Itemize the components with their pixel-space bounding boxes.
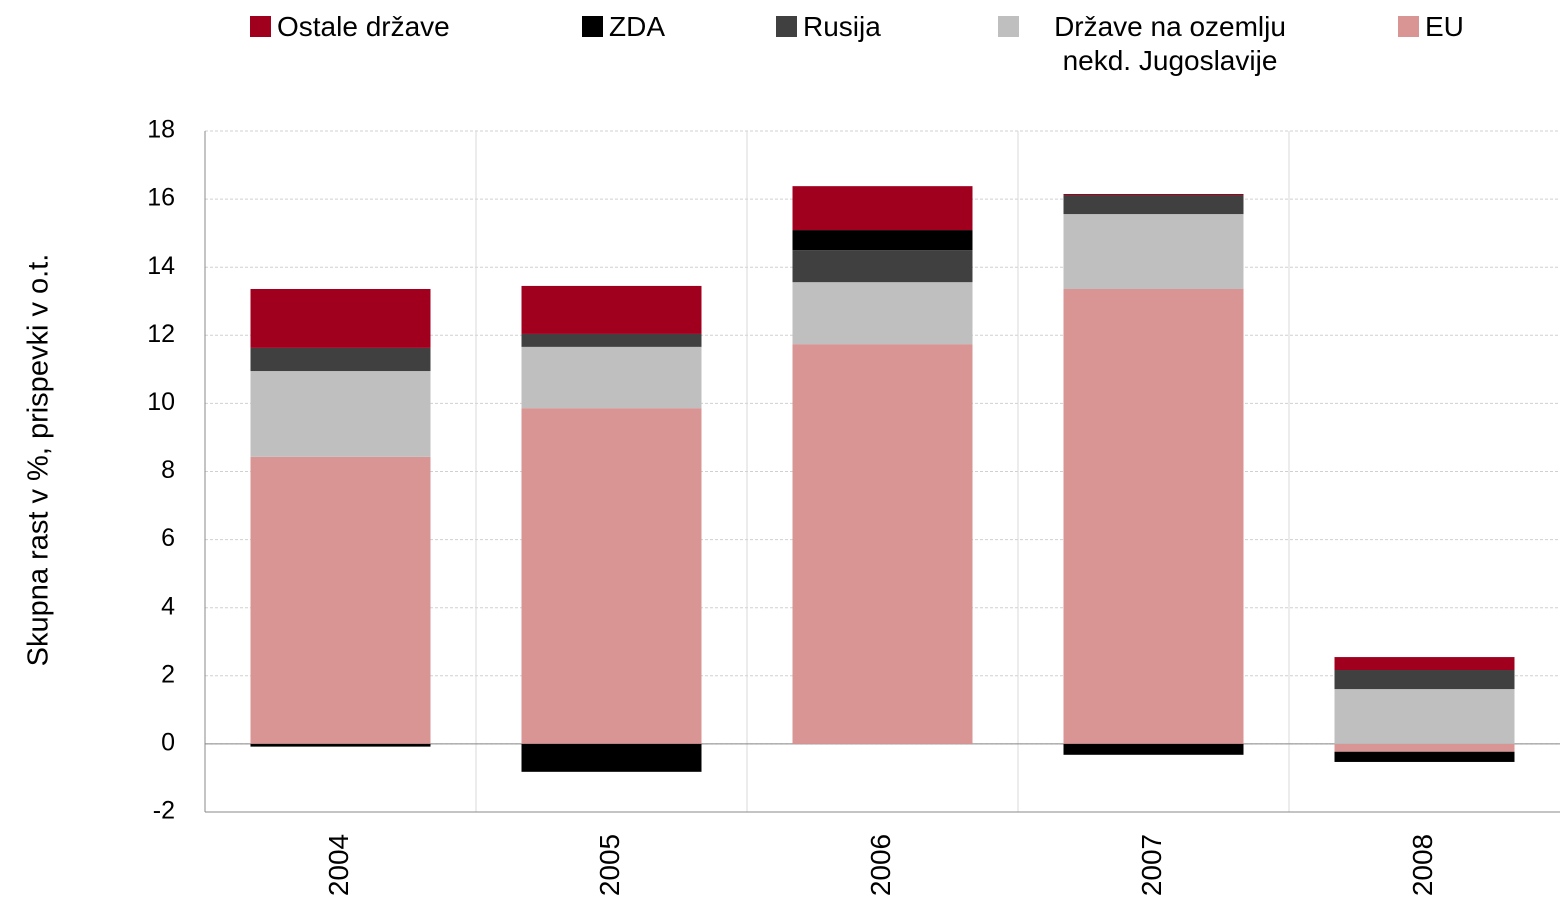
bar-segment	[1063, 214, 1244, 289]
bar-segment	[250, 288, 431, 348]
y-tick-label: 10	[147, 388, 175, 416]
bar-segment	[250, 347, 431, 372]
legend-item: Države na ozemlju nekd. Jugoslavije	[998, 10, 1315, 78]
bar-segment	[792, 186, 973, 231]
y-tick-label: 0	[161, 729, 175, 757]
x-tick-label: 2007	[1136, 834, 1167, 896]
bar-segment	[1063, 743, 1244, 755]
bar-segment	[1063, 193, 1244, 196]
legend-label: Rusija	[803, 11, 881, 42]
y-tick-label: 14	[147, 252, 175, 280]
y-tick-label: 6	[161, 524, 175, 552]
bar-segment	[521, 346, 702, 409]
bar-segment	[792, 344, 973, 744]
bar-segment	[521, 743, 702, 772]
bar-segment	[521, 285, 702, 334]
legend-item: EU	[1398, 10, 1464, 44]
legend-item: ZDA	[582, 10, 665, 44]
x-tick-label: 2008	[1407, 834, 1438, 896]
bar-segment	[1334, 751, 1515, 762]
bar-segment	[521, 408, 702, 744]
legend-label: EU	[1425, 11, 1464, 42]
x-tick-label: 2006	[865, 834, 896, 896]
y-tick-label: 18	[147, 116, 175, 144]
y-tick-label: 4	[161, 592, 175, 620]
bar-segment	[250, 743, 431, 747]
bar-segment	[1334, 743, 1515, 752]
legend-swatch	[1398, 16, 1419, 37]
bar-segment	[250, 456, 431, 744]
legend-item: Rusija	[776, 10, 881, 44]
bar-segment	[1334, 670, 1515, 690]
bar-segment	[250, 371, 431, 457]
bar-segment	[521, 333, 702, 347]
legend-swatch	[998, 16, 1019, 37]
bar-segment	[792, 230, 973, 251]
legend-label: Države na ozemlju nekd. Jugoslavije	[1054, 11, 1286, 76]
legend-swatch	[582, 16, 603, 37]
bar-segment	[1063, 288, 1244, 744]
legend: Ostale države ZDA Rusija Države na ozemlju …	[0, 0, 1562, 100]
bar-segment	[1063, 195, 1244, 215]
x-tick-label: 2005	[594, 834, 625, 896]
legend-swatch	[776, 16, 797, 37]
legend-swatch	[250, 16, 271, 37]
bar-segment	[1334, 689, 1515, 744]
legend-label: ZDA	[609, 11, 665, 42]
y-tick-label: 12	[147, 320, 175, 348]
y-axis-title: Skupna rast v %, prispevki v o.t.	[23, 254, 55, 667]
y-tick-label: 8	[161, 456, 175, 484]
legend-label: Ostale države	[277, 11, 450, 42]
bar-segment	[1334, 657, 1515, 671]
y-tick-label: 16	[147, 184, 175, 212]
y-tick-label: -2	[153, 797, 175, 825]
y-tick-label: 2	[161, 660, 175, 688]
bar-segment	[792, 282, 973, 345]
x-tick-label: 2004	[323, 834, 354, 896]
legend-item: Ostale države	[250, 10, 450, 44]
bar-segment	[792, 250, 973, 283]
